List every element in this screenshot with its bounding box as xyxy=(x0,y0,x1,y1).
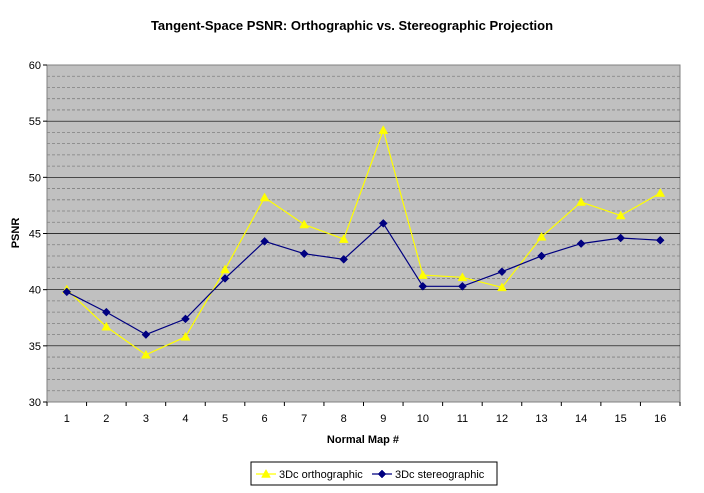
x-tick-label: 14 xyxy=(575,413,587,425)
data-point-3dc-stereographic xyxy=(418,281,428,291)
y-axis-label: PSNR xyxy=(10,218,22,249)
x-tick-label: 15 xyxy=(615,413,627,425)
legend-swatch-marker xyxy=(261,468,271,478)
y-axis-ticks: 30 35 40 45 50 55 60 xyxy=(29,60,47,409)
chart-title: Tangent-Space PSNR: Orthographic vs. Ste… xyxy=(151,18,553,33)
y-tick-label: 30 xyxy=(29,397,41,409)
x-tick-label: 6 xyxy=(262,413,268,425)
data-point-3dc-stereographic xyxy=(299,249,309,259)
data-point-3dc-stereographic xyxy=(655,235,665,245)
x-tick-label: 5 xyxy=(222,413,228,425)
x-tick-label: 7 xyxy=(301,413,307,425)
data-point-3dc-orthographic xyxy=(259,192,270,202)
x-tick-label: 12 xyxy=(496,413,508,425)
data-point-3dc-orthographic xyxy=(615,210,626,220)
y-tick-label: 55 xyxy=(29,116,41,128)
y-tick-label: 50 xyxy=(29,172,41,184)
y-tick-label: 35 xyxy=(29,341,41,353)
legend-swatch-marker xyxy=(377,469,387,479)
legend-item-3dc-orthographic: 3Dc orthographic xyxy=(256,468,363,481)
x-tick-label: 9 xyxy=(380,413,386,425)
data-point-3dc-stereographic xyxy=(260,237,269,246)
data-point-3dc-stereographic xyxy=(616,233,626,243)
x-tick-label: 1 xyxy=(64,413,70,425)
x-tick-label: 13 xyxy=(535,413,547,425)
data-point-3dc-stereographic xyxy=(181,314,190,324)
data-point-3dc-orthographic xyxy=(576,197,587,206)
series-line-3dc-orthographic xyxy=(66,128,661,356)
x-axis-label: Normal Map # xyxy=(327,434,399,446)
data-point-3dc-orthographic xyxy=(655,188,666,197)
x-axis-ticks: 1 2 3 4 5 6 7 8 9 10 11 12 13 14 15 16 xyxy=(46,402,681,425)
data-point-3dc-orthographic xyxy=(417,270,428,279)
series-line-3dc-stereographic xyxy=(66,222,661,336)
data-point-3dc-stereographic xyxy=(220,274,230,283)
x-tick-label: 16 xyxy=(654,413,666,425)
data-point-3dc-orthographic xyxy=(338,234,349,243)
series-3dc-stereographic xyxy=(62,219,665,339)
data-point-3dc-orthographic xyxy=(101,321,112,331)
data-point-3dc-orthographic xyxy=(180,331,191,341)
data-point-3dc-stereographic xyxy=(378,219,388,228)
data-point-3dc-stereographic xyxy=(141,330,151,339)
y-tick-label: 40 xyxy=(29,285,41,297)
legend-item-3dc-stereographic: 3Dc stereographic xyxy=(372,469,485,481)
data-point-3dc-orthographic xyxy=(457,272,468,282)
x-tick-label: 10 xyxy=(417,413,429,425)
x-tick-label: 3 xyxy=(143,413,149,425)
data-point-3dc-orthographic xyxy=(140,349,151,359)
data-point-3dc-stereographic xyxy=(497,267,507,277)
y-tick-label: 60 xyxy=(29,60,41,72)
x-tick-label: 11 xyxy=(457,413,468,425)
legend-label: 3Dc stereographic xyxy=(395,469,485,481)
series-layer xyxy=(61,125,666,359)
x-tick-label: 2 xyxy=(103,413,109,425)
series-3dc-orthographic xyxy=(61,125,666,359)
gridlines xyxy=(47,75,680,392)
data-point-3dc-stereographic xyxy=(101,307,111,317)
data-point-3dc-stereographic xyxy=(62,287,72,297)
legend: 3Dc orthographic 3Dc stereographic xyxy=(250,461,498,486)
data-point-3dc-orthographic xyxy=(299,219,310,229)
data-point-3dc-orthographic xyxy=(378,125,389,134)
data-point-3dc-orthographic xyxy=(220,264,230,274)
y-tick-label: 45 xyxy=(29,229,41,241)
x-tick-label: 8 xyxy=(341,413,347,425)
x-tick-label: 4 xyxy=(182,413,188,425)
data-point-3dc-orthographic xyxy=(497,282,507,292)
data-point-3dc-stereographic xyxy=(339,254,349,264)
data-point-3dc-orthographic xyxy=(536,231,547,241)
data-point-3dc-stereographic xyxy=(576,239,586,248)
data-point-3dc-stereographic xyxy=(537,251,546,261)
legend-label: 3Dc orthographic xyxy=(279,469,363,481)
data-point-3dc-stereographic xyxy=(458,281,467,291)
